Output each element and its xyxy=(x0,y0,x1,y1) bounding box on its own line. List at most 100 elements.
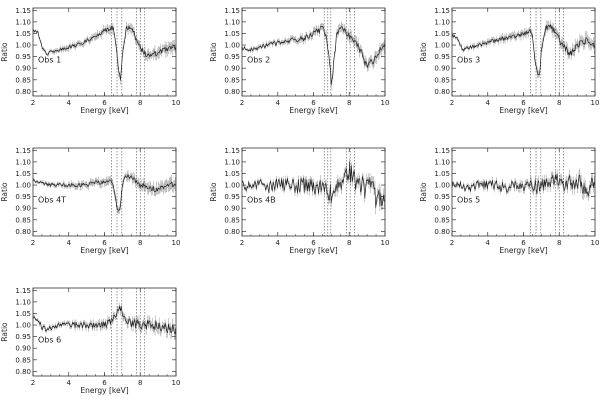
error-bars xyxy=(32,302,177,340)
y-tick-label: 1.05 xyxy=(15,310,31,318)
panel-obs-4b: 2 4 6 8 10 0.80 0.85 0.90 0.95 1.00 1.05 1.10 1.15 En… xyxy=(209,147,389,255)
y-axis-label: Ratio xyxy=(209,182,218,202)
y-axis-label: Ratio xyxy=(419,42,428,62)
x-tick-label: 4 xyxy=(67,239,72,247)
y-tick-label: 0.90 xyxy=(224,65,240,73)
ratio-line xyxy=(32,305,177,335)
y-tick-label: 1.05 xyxy=(224,30,240,38)
y-tick-label: 0.90 xyxy=(15,345,31,353)
y-tick-label: 0.80 xyxy=(15,88,31,96)
x-tick-label: 6 xyxy=(102,379,107,387)
x-tick-label: 2 xyxy=(240,99,244,107)
y-tick-label: 1.10 xyxy=(434,18,450,26)
y-tick-label: 1.05 xyxy=(224,170,240,178)
y-axis-label: Ratio xyxy=(209,42,218,62)
x-tick-label: 8 xyxy=(138,239,142,247)
y-tick-label: 1.05 xyxy=(434,170,450,178)
panel-obs-3: 2 4 6 8 10 0.80 0.85 0.90 0.95 1.00 1.05 1.10 1.15 En… xyxy=(419,7,599,115)
x-tick-label: 10 xyxy=(591,99,600,107)
x-tick-label: 2 xyxy=(31,379,35,387)
y-tick-label: 1.15 xyxy=(15,7,31,15)
ratio-line xyxy=(241,26,386,86)
y-tick-label: 1.15 xyxy=(15,287,31,295)
x-tick-label: 10 xyxy=(381,239,390,247)
y-tick-label: 1.10 xyxy=(15,18,31,26)
y-tick-label: 1.00 xyxy=(15,322,31,330)
error-bars xyxy=(32,21,177,85)
axes-frame xyxy=(32,147,177,237)
y-tick-label: 1.05 xyxy=(434,30,450,38)
y-tick-label: 0.95 xyxy=(224,53,240,61)
y-tick-label: 0.85 xyxy=(15,356,31,364)
y-tick-label: 0.80 xyxy=(224,88,240,96)
ratio-line xyxy=(241,161,386,208)
y-tick-label: 0.80 xyxy=(15,228,31,236)
panel-obs-5: 2 4 6 8 10 0.80 0.85 0.90 0.95 1.00 1.05 1.10 1.15 En… xyxy=(419,147,599,255)
x-tick-label: 4 xyxy=(486,239,491,247)
x-tick-label: 2 xyxy=(450,99,454,107)
x-axis-label: Energy [keV] xyxy=(80,106,128,115)
x-tick-label: 10 xyxy=(172,379,181,387)
y-tick-label: 1.05 xyxy=(15,30,31,38)
y-tick-label: 1.15 xyxy=(15,147,31,155)
y-tick-label: 0.90 xyxy=(15,65,31,73)
x-tick-label: 4 xyxy=(486,99,491,107)
y-tick-label: 1.05 xyxy=(15,170,31,178)
y-tick-label: 0.90 xyxy=(15,205,31,213)
y-tick-label: 0.85 xyxy=(15,76,31,84)
panel-obs-6: 2 4 6 8 10 0.80 0.85 0.90 0.95 1.00 1.05 1.10 1.15 En… xyxy=(0,287,180,395)
y-tick-label: 0.90 xyxy=(224,205,240,213)
x-axis-label: Energy [keV] xyxy=(80,386,128,395)
ratio-line xyxy=(32,174,177,211)
x-tick-label: 2 xyxy=(240,239,244,247)
x-tick-label: 8 xyxy=(138,379,142,387)
x-tick-label: 10 xyxy=(591,239,600,247)
y-tick-label: 1.15 xyxy=(224,7,240,15)
panel-obs-2: 2 4 6 8 10 0.80 0.85 0.90 0.95 1.00 1.05 1.10 1.15 En… xyxy=(209,7,389,115)
x-tick-label: 8 xyxy=(557,99,561,107)
x-tick-label: 6 xyxy=(311,239,316,247)
x-tick-label: 8 xyxy=(557,239,561,247)
x-axis-label: Energy [keV] xyxy=(499,106,547,115)
y-axis-label: Ratio xyxy=(0,182,9,202)
x-tick-label: 6 xyxy=(311,99,316,107)
x-tick-label: 2 xyxy=(31,239,35,247)
axes-frame xyxy=(32,287,177,377)
x-tick-label: 4 xyxy=(276,239,281,247)
x-tick-label: 10 xyxy=(381,99,390,107)
x-tick-label: 6 xyxy=(521,99,526,107)
y-tick-label: 1.00 xyxy=(434,42,450,50)
y-tick-label: 0.90 xyxy=(434,65,450,73)
x-tick-label: 10 xyxy=(172,99,181,107)
y-tick-label: 0.95 xyxy=(224,193,240,201)
y-tick-label: 1.00 xyxy=(15,182,31,190)
x-tick-label: 4 xyxy=(67,379,72,387)
x-tick-label: 6 xyxy=(102,99,107,107)
y-tick-label: 1.10 xyxy=(15,158,31,166)
error-bars xyxy=(32,170,177,214)
y-tick-label: 0.95 xyxy=(15,333,31,341)
axes-frame xyxy=(451,7,596,97)
error-bars xyxy=(451,19,596,79)
y-axis-label: Ratio xyxy=(419,182,428,202)
y-tick-label: 0.90 xyxy=(434,205,450,213)
panel-label: Obs 1 xyxy=(38,55,61,64)
y-tick-label: 1.15 xyxy=(434,7,450,15)
x-tick-label: 6 xyxy=(521,239,526,247)
y-tick-label: 0.80 xyxy=(224,228,240,236)
y-tick-label: 0.95 xyxy=(15,193,31,201)
y-tick-label: 0.80 xyxy=(434,88,450,96)
y-tick-label: 0.80 xyxy=(434,228,450,236)
panel-label: Obs 4B xyxy=(247,195,276,204)
x-tick-label: 4 xyxy=(67,99,72,107)
axes-frame xyxy=(241,7,386,97)
y-tick-label: 1.00 xyxy=(224,182,240,190)
y-tick-label: 1.10 xyxy=(15,298,31,306)
y-axis-label: Ratio xyxy=(0,42,9,62)
panel-label: Obs 5 xyxy=(457,195,480,204)
axes-frame xyxy=(241,147,386,237)
x-axis-label: Energy [keV] xyxy=(499,246,547,255)
y-tick-label: 0.95 xyxy=(434,53,450,61)
y-axis-label: Ratio xyxy=(0,322,9,342)
